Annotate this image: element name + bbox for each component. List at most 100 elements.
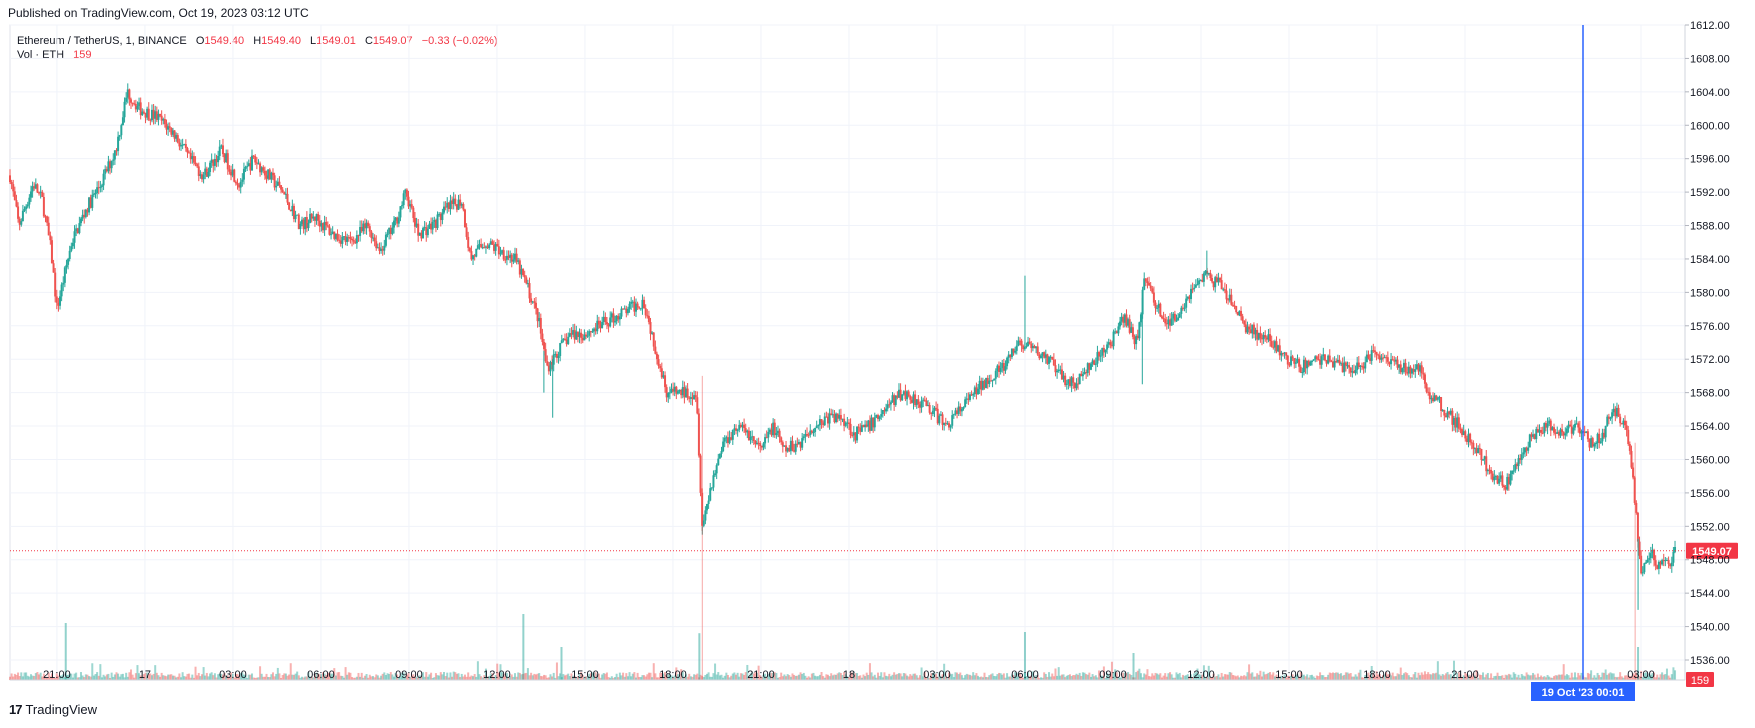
volume-bar [465, 676, 468, 680]
candle-body-down [292, 205, 295, 220]
volume-bar [413, 676, 416, 680]
candle-body-down [1264, 335, 1267, 338]
candle-body-up [1415, 364, 1418, 370]
symbol-label[interactable]: Ethereum / TetherUS, 1, BINANCE [17, 35, 187, 47]
volume-bar [1620, 676, 1623, 680]
volume-bar [696, 673, 699, 680]
candle-body-down [133, 103, 136, 105]
volume-bar [1441, 674, 1444, 680]
candle-body-down [868, 420, 871, 431]
volume-bar [121, 673, 124, 680]
candle-body-up [586, 335, 589, 337]
candle-body-down [1169, 319, 1172, 326]
volume-bar [617, 677, 620, 680]
crosshair-time-label: 19 Oct '23 00:01 [1542, 687, 1625, 699]
volume-bar [1104, 677, 1107, 680]
candle-body-up [762, 443, 765, 448]
candle-body-down [1409, 366, 1412, 374]
volume-bar [160, 672, 163, 680]
volume-bar [1603, 672, 1606, 680]
candle-body-up [962, 407, 965, 409]
volume-bar [791, 673, 794, 680]
candle-body-up [1309, 361, 1312, 366]
volume-bar [107, 673, 110, 680]
candle-body-down [925, 400, 928, 407]
candle-body-down [212, 159, 215, 166]
candle-body-up [1262, 335, 1265, 340]
candle-body-down [468, 247, 471, 252]
tradingview-brand[interactable]: 17 TradingView [9, 702, 97, 717]
candle-body-up [1086, 363, 1089, 374]
candle-body-up [531, 301, 534, 303]
volume-bar [1364, 674, 1367, 680]
candle-body-down [226, 153, 229, 170]
volume-bar [1399, 667, 1402, 680]
volume-spike [1132, 653, 1135, 680]
candle-body-down [788, 448, 791, 452]
candle-body-down [822, 422, 825, 426]
volume-bar [13, 673, 16, 680]
volume-bar [344, 667, 347, 680]
candle-body-up [320, 223, 323, 227]
volume-bar [323, 673, 326, 680]
volume-bar [1122, 672, 1125, 680]
candle-body-up [92, 193, 95, 195]
volume-bar [1430, 674, 1433, 680]
volume-bar [918, 675, 921, 680]
volume-bar [397, 677, 400, 680]
volume-bar [928, 677, 931, 680]
volume-bar [1467, 674, 1470, 680]
candle-body-down [497, 246, 500, 255]
candle-body-up [113, 150, 116, 160]
volume-bar [1125, 672, 1128, 680]
volume-bar [510, 674, 513, 680]
candle-body-down [791, 440, 794, 450]
candle-body-down [660, 368, 663, 378]
candle-body-up [309, 213, 312, 223]
volume-bar [1086, 674, 1089, 680]
candle-body-down [168, 126, 171, 128]
candle-body-down [551, 362, 554, 365]
volume-bar [1328, 672, 1331, 680]
candle-body-up [422, 228, 425, 239]
volume-bar [602, 673, 605, 680]
candle-body-up [1346, 365, 1349, 367]
candle-body-down [1043, 352, 1046, 358]
volume-bar [820, 672, 823, 680]
candle-body-down [447, 202, 450, 209]
volume-bar [588, 673, 591, 680]
candle-body-down [1131, 327, 1134, 337]
candle-body-up [1091, 360, 1094, 364]
candle-body-up [1477, 447, 1480, 454]
candle-body-up [1483, 456, 1486, 460]
candle-body-up [1059, 369, 1062, 371]
candle-body-up [75, 228, 78, 232]
volume-bar [1025, 676, 1028, 680]
candle-body-down [1640, 555, 1643, 574]
candle-body-down [633, 301, 636, 312]
volume-bar [1169, 672, 1172, 680]
candle-body-down [389, 227, 392, 234]
candle-body-down [570, 333, 573, 335]
candle-body-down [847, 422, 850, 424]
candle-body-up [996, 365, 999, 371]
volume-bar [281, 675, 284, 680]
candle-body-down [1231, 304, 1234, 306]
candle-body-down [1022, 345, 1025, 350]
volume-bar [330, 673, 333, 680]
candle-body-down [197, 166, 200, 176]
candle-body-up [767, 431, 770, 438]
candle-body-down [730, 437, 733, 440]
candle-body-up [1411, 369, 1414, 374]
candle-body-down [1630, 450, 1633, 468]
volume-bar [1546, 675, 1549, 680]
candle-body-down [405, 189, 408, 197]
candle-body-down [1367, 354, 1370, 359]
plot-frame [9, 24, 1686, 681]
candle-body-down [1533, 434, 1536, 440]
volume-bar [1599, 677, 1602, 680]
volume-bar [1073, 675, 1076, 680]
candle-body-down [502, 250, 505, 260]
y-tick-label: 1544.00 [1690, 588, 1730, 600]
